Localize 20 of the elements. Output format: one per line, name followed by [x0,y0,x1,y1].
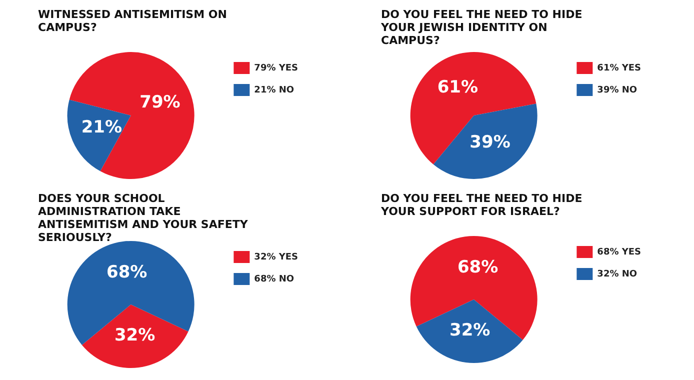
legend-label: 68% NO [254,274,294,284]
data-label: 21% [81,118,122,138]
data-label: 68% [457,257,498,278]
legend-label: 61% YES [597,63,642,74]
data-label: 68% [106,262,148,282]
data-label: 61% [437,78,478,98]
legend-label: 32% YES [254,252,298,262]
data-label: 39% [470,132,510,152]
data-label: 32% [450,320,490,340]
chart-title: DO YOU FEEL THE NEED TO HIDE YOUR JEWISH IDENTITY ON CAMPUS? [381,8,584,48]
legend-label: 79% YES [254,63,298,74]
legend-label: 32% NO [597,269,638,280]
legend-label: 68% YES [597,247,642,258]
legend-label: 39% NO [597,85,638,96]
chart-title: DOES YOUR SCHOOL ADMINISTRATION TAKE ANTISEMITISM AND YOUR SAFETY SERIOUSLY? [38,192,249,244]
chart-title: WITNESSED ANTISEMITISM ON CAMPUS? [38,8,228,36]
legend-label: 21% NO [254,85,294,96]
chart-title: DO YOU FEEL THE NEED TO HIDE YOUR SUPPORT FOR ISRAEL? [381,192,584,220]
data-label: 79% [140,92,180,112]
data-label: 32% [114,325,156,346]
